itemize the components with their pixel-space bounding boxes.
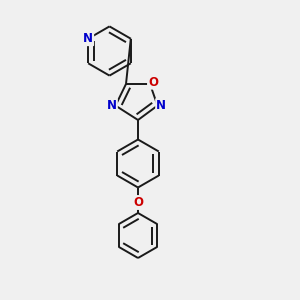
Text: O: O (148, 76, 158, 89)
Text: N: N (83, 32, 93, 45)
Text: N: N (107, 99, 117, 112)
Text: O: O (133, 196, 143, 209)
Text: N: N (156, 99, 166, 112)
